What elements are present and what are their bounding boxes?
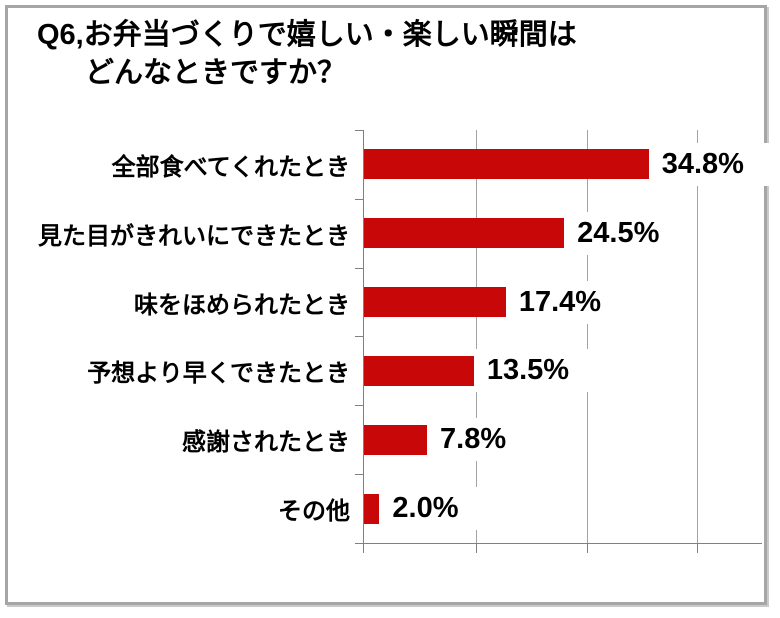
y-axis-line [363,130,364,553]
value-label: 7.8% [427,418,537,462]
y-axis-tick [355,543,363,544]
x-axis-tick [476,543,477,553]
bar [363,287,506,318]
category-label: その他 [278,498,350,526]
vertical-gridline [587,130,588,543]
chart-title-line2: どんなときですか？ [85,57,347,89]
bar [363,493,380,524]
y-axis-tick [355,268,363,269]
chart-title-line1: Q6,お弁当づくりで嬉しい・楽しい瞬間は [37,19,577,51]
bar-track: 2.0% [363,474,762,543]
bar [363,355,474,386]
x-axis-tick [587,543,588,553]
bar-rows: 全部食べてくれたとき 34.8% 見た目がきれいにできたとき 24.5% 味をほ… [30,130,774,543]
y-axis-tick [355,130,363,131]
category-label: 全部食べてくれたとき [111,153,350,181]
bar-row: 全部食べてくれたとき 34.8% [30,130,774,199]
category-label: 味をほめられたとき [134,291,350,319]
bar-track: 7.8% [363,405,762,474]
category-label: 感謝されたとき [182,429,350,457]
bar-track: 34.8% [363,130,774,199]
chart-title: Q6,お弁当づくりで嬉しい・楽しい瞬間は どんなときですか？ [37,16,577,92]
bar-row: 感謝されたとき 7.8% [30,405,762,474]
bar-track: 13.5% [363,336,762,405]
vertical-gridline [697,130,698,543]
bar-track: 24.5% [363,199,762,268]
bar-row: その他 2.0% [30,474,762,543]
value-label: 13.5% [473,349,600,393]
value-label: 24.5% [564,211,690,255]
y-axis-tick [355,336,363,337]
bar-row: 予想より早くできたとき 13.5% [30,336,762,405]
y-axis-tick [355,474,363,475]
bar-row: 見た目がきれいにできたとき 24.5% [30,199,762,268]
y-axis-tick [355,405,363,406]
category-label: 予想より早くできたとき [87,360,350,388]
value-label: 2.0% [379,487,489,531]
bar-row: 味をほめられたとき 17.4% [30,268,762,337]
y-axis-tick [355,199,363,200]
value-label: 34.8% [648,142,774,186]
x-axis-baseline [363,543,762,544]
vertical-gridline [476,130,477,543]
bar [363,149,649,180]
x-axis-tick [697,543,698,553]
bar [363,218,565,249]
value-label: 17.4% [505,280,632,324]
category-label: 見た目がきれいにできたとき [38,222,350,250]
bar-chart-plot: 全部食べてくれたとき 34.8% 見た目がきれいにできたとき 24.5% 味をほ… [30,130,774,553]
bar-track: 17.4% [363,268,762,337]
bar [363,424,428,455]
